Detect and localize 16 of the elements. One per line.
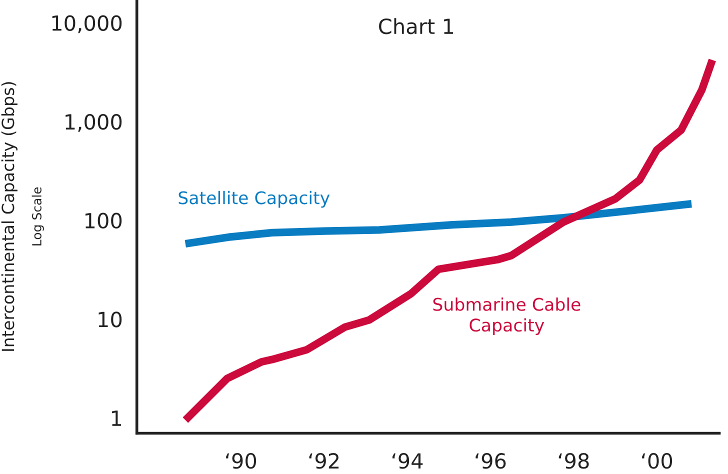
x-tick-label: ‘00 — [642, 453, 672, 469]
x-tick-label: ‘98 — [558, 453, 589, 469]
y-tick-label: 100 — [86, 212, 122, 229]
x-tick-label: ‘94 — [392, 453, 423, 469]
y-axis-title: Intercontinental Capacity (Gbps) — [1, 82, 18, 351]
x-tick-label: ‘92 — [309, 453, 339, 469]
y-tick-label: 10,000 — [52, 15, 122, 34]
text: Log Scale — [32, 187, 44, 246]
y-tick-label: 1 — [112, 410, 122, 426]
series-label: Submarine Cable Capacity — [433, 297, 580, 336]
x-tick-label: ‘90 — [226, 453, 256, 469]
y-tick-label: 10 — [98, 312, 122, 328]
series-label: Satellite Capacity — [178, 190, 330, 208]
y-tick-label: 1,000 — [66, 114, 122, 132]
x-tick-label: ‘96 — [476, 453, 506, 469]
text: Chart 1 — [379, 18, 454, 34]
